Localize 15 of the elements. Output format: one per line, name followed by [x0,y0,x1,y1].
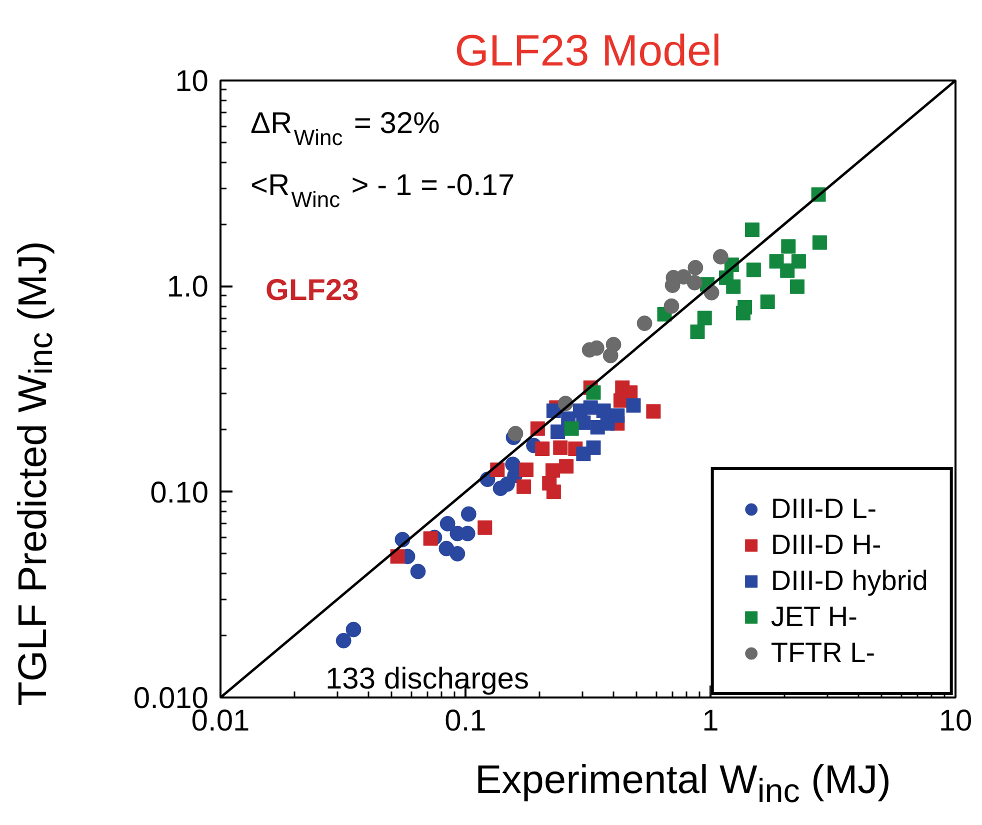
y-tick-label: 10 [175,65,209,98]
x-tick-label: 1 [702,704,719,738]
annotation: GLF23 [266,274,359,307]
legend-label: DIII-D hybrid [770,564,928,598]
chart-title: GLF23 Model [454,26,722,76]
y-tick-label: 1.0 [166,270,209,304]
legend-label: DIII-D H- [770,528,882,562]
legend-label: DIII-D L- [770,492,877,526]
x-tick-label: 10 [938,704,972,738]
legend-label: JET H- [770,600,858,634]
y-tick-label: 0.10 [150,476,208,510]
legend-label: TFTR L- [770,636,876,670]
x-axis-title: Experimental W$_{inc}$ (MJ) [475,757,891,812]
annotation: 133 discharges [326,662,529,696]
x-tick-label: 0.1 [444,704,486,738]
